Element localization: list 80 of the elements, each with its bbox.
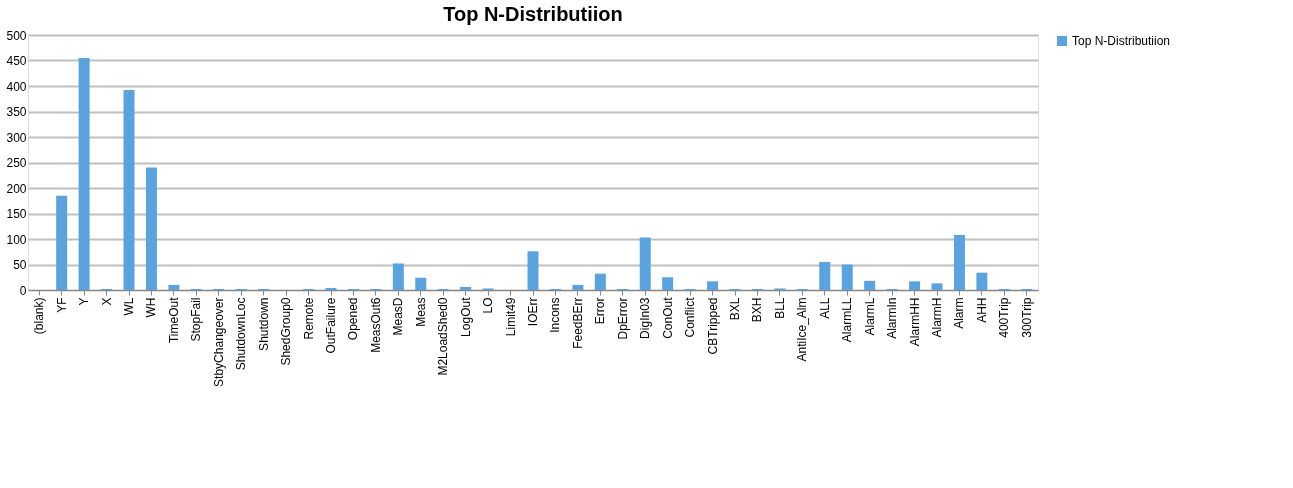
x-tick-label: Limit49 (503, 297, 518, 337)
x-tick-label: Incons (548, 297, 563, 333)
bar (145, 167, 157, 290)
bar (415, 277, 427, 290)
bar (639, 237, 651, 290)
x-tick-label: AlarmHH (907, 297, 922, 347)
x-tick-label: AHH (974, 297, 989, 323)
x-tick-label: OutFailure (324, 297, 338, 354)
x-tick-label: WH (144, 297, 159, 318)
x-tick-label: 400Trip (997, 297, 1012, 338)
y-tick-label: 150 (6, 207, 27, 221)
y-tick-label: 500 (6, 28, 27, 43)
y-tick-label: 400 (6, 79, 27, 94)
y-tick-label: 50 (13, 258, 27, 272)
x-tick-label: FeedBErr (570, 297, 585, 349)
x-tick-label: AlarmL (862, 297, 877, 336)
bar (931, 283, 943, 290)
x-tick-label: YF (54, 297, 69, 313)
legend-label: Top N-Distributiion (1072, 34, 1171, 48)
x-tick-label: DigIn03 (638, 297, 653, 339)
y-tick-label: 200 (6, 181, 27, 196)
bar (707, 281, 719, 290)
x-tick-label: AlarmIn (885, 297, 900, 339)
y-tick-label: 0 (19, 283, 27, 298)
bar (168, 284, 180, 290)
x-tick-label: Remote (301, 297, 316, 340)
bar (460, 286, 472, 290)
bar (594, 273, 606, 290)
x-tick-label: ConOut (660, 296, 675, 339)
x-tick-label: WL (122, 297, 136, 316)
bar (56, 195, 68, 290)
x-tick-label: Meas (413, 297, 428, 327)
x-tick-label: TimeOut (166, 296, 181, 344)
bar (325, 287, 337, 290)
x-tick-label: DpError (615, 297, 630, 340)
x-tick-label: Opened (346, 297, 361, 341)
bar (864, 280, 876, 290)
y-tick-label: 100 (6, 232, 27, 247)
bar (819, 261, 831, 290)
x-tick-label: (blank) (32, 297, 47, 335)
bar (123, 90, 135, 290)
bar (976, 272, 988, 290)
x-tick-label: AlarmLL (840, 297, 855, 343)
x-tick-label: MeasD (391, 297, 406, 336)
bar (953, 234, 965, 290)
bar (527, 251, 539, 290)
x-tick-label: LogOut (458, 296, 473, 337)
bar (841, 264, 853, 290)
x-tick-label: Conflict (683, 296, 698, 338)
x-tick-label: Error (593, 297, 608, 325)
x-tick-label: MeasOut6 (368, 297, 383, 353)
y-tick-label: 450 (6, 54, 27, 68)
y-tick-label: 350 (6, 105, 27, 119)
chart-title: Top N-Distributiion (443, 3, 623, 25)
x-tick-label: IOErr (526, 297, 540, 327)
x-tick-label: Shutdown (256, 297, 271, 351)
x-tick-label: X (99, 297, 114, 306)
x-tick-label: 300Trip (1019, 297, 1034, 338)
bar (909, 281, 921, 290)
y-tick-label: 300 (6, 130, 27, 145)
x-tick-label: M2LoadShed0 (436, 297, 451, 376)
y-tick-label: 250 (6, 156, 27, 170)
bar (392, 263, 404, 290)
x-tick-label: ALL (817, 297, 832, 319)
x-tick-label: LO (481, 297, 496, 314)
x-tick-label: StopFail (189, 297, 204, 342)
x-tick-label: Alarm (952, 297, 967, 329)
x-tick-label: AlarmH (930, 297, 944, 338)
x-tick-label: StbyChangeover (211, 297, 226, 387)
x-tick-label: AntiIce_Alm (795, 297, 810, 362)
bar (572, 284, 584, 290)
x-tick-label: ShutdownLoc (234, 297, 249, 371)
bar (662, 277, 674, 290)
x-tick-label: BXH (750, 297, 765, 323)
x-tick-label: Y (77, 297, 92, 306)
x-tick-label: BLL (772, 297, 787, 319)
bar (78, 57, 90, 290)
x-tick-label: BXL (728, 297, 742, 321)
x-tick-label: CBTripped (705, 297, 720, 355)
x-tick-label: ShedGroup0 (279, 297, 294, 366)
